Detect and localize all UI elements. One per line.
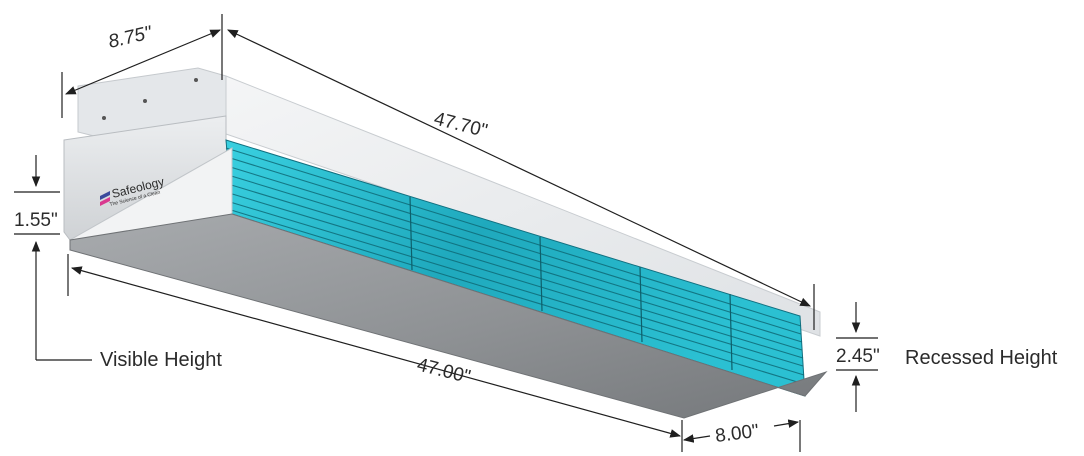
flange-screw-hole xyxy=(102,116,106,120)
dimension-recessed-height: 2.45" Recessed Height xyxy=(836,302,1058,412)
dimension-depth-bottom: 8.00" xyxy=(682,419,801,452)
dimension-recessed-height-value: 2.45" xyxy=(836,346,880,367)
brand-logo-mark xyxy=(100,191,110,200)
dimension-depth-top-value: 8.75" xyxy=(106,22,155,53)
visible-height-label: Visible Height xyxy=(100,349,222,371)
flange-screw-hole xyxy=(143,99,147,103)
dimension-length-bottom-value: 47.00" xyxy=(415,354,473,388)
dimension-depth-bottom-value: 8.00" xyxy=(714,421,760,447)
recessed-height-label: Recessed Height xyxy=(905,347,1058,369)
brand-logo-mark xyxy=(100,197,110,206)
flange-screw-hole xyxy=(194,78,198,82)
dimension-visible-height-value: 1.55" xyxy=(14,210,58,231)
dimension-length-top-value: 47.70" xyxy=(432,108,490,142)
